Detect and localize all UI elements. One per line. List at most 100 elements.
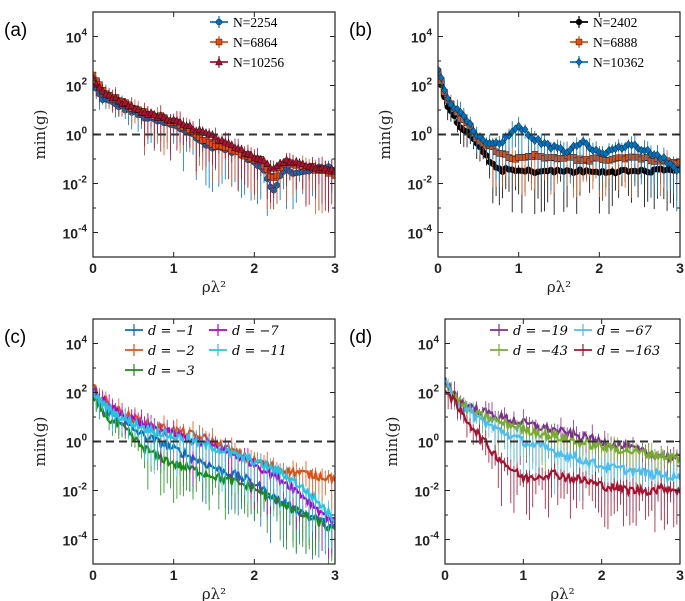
- series-1: [93, 70, 335, 219]
- x-tick-label: 0: [89, 567, 97, 583]
- data-point: [460, 111, 468, 121]
- data-point: [441, 85, 448, 95]
- y-tick-label: 100: [411, 126, 433, 144]
- legend-entry: N=6888: [593, 35, 638, 50]
- data-point: [260, 156, 268, 165]
- data-point: [111, 93, 120, 101]
- legend-entry: d = −43: [513, 344, 568, 359]
- x-tick-label: 1: [170, 260, 178, 276]
- panel-label: (a): [4, 20, 27, 41]
- y-tick-label: 100: [66, 126, 88, 144]
- data-point: [331, 166, 335, 175]
- legend-entry: d = −2: [148, 344, 195, 359]
- data-point: [98, 86, 107, 95]
- data-point: [544, 139, 551, 149]
- series-line: [445, 379, 680, 483]
- legend-entry: N=10362: [593, 55, 644, 70]
- y-tick-label: 102: [411, 77, 433, 95]
- legend: d = −19 d = −67 d = −43 d = −163: [490, 324, 660, 359]
- chart-panel-b: (b)0 1 2 310-410-2100102104ρλ²min(g)N=2402N…: [349, 11, 684, 296]
- data-point: [534, 134, 542, 144]
- data-point: [327, 164, 335, 173]
- data-point: [263, 159, 272, 167]
- y-tick-label: 10-4: [408, 224, 433, 242]
- data-point: [150, 109, 159, 118]
- x-axis-label: ρλ²: [547, 278, 571, 296]
- x-tick-label: 3: [331, 567, 339, 583]
- panel-label: (d): [349, 327, 372, 348]
- y-tick-label: 10-2: [408, 175, 433, 193]
- legend-marker: [215, 38, 223, 46]
- series-2: [438, 65, 680, 212]
- y-axis-label: min(g): [31, 417, 49, 467]
- y-axis-label: min(g): [383, 417, 401, 467]
- legend: N=2402 N=6888 N=10362: [570, 15, 644, 70]
- data-point: [105, 90, 113, 99]
- legend-entry: d = −11: [232, 344, 287, 359]
- panel-label: (c): [4, 327, 26, 348]
- data-layer: [438, 62, 680, 215]
- series-line: [93, 390, 335, 530]
- data-point: [521, 125, 529, 134]
- x-axis-label: ρλ²: [202, 278, 226, 296]
- legend-entry: N=2402: [593, 15, 637, 30]
- y-tick-label: 104: [411, 28, 433, 46]
- data-point: [211, 132, 220, 141]
- series-line: [93, 386, 335, 527]
- legend-entry: N=2254: [233, 15, 278, 30]
- panel-label: (b): [349, 20, 372, 41]
- y-tick-label: 100: [418, 433, 440, 451]
- data-point: [93, 72, 97, 81]
- legend-marker: [215, 57, 223, 66]
- y-tick-label: 104: [418, 335, 440, 353]
- data-point: [185, 121, 194, 129]
- series-line: [93, 388, 335, 523]
- legend-entry: d = −1: [148, 324, 195, 339]
- data-point: [95, 82, 104, 91]
- y-tick-label: 100: [66, 433, 88, 451]
- series-4: [93, 385, 335, 551]
- data-point: [134, 104, 142, 113]
- series-line: [445, 389, 680, 498]
- series-line: [445, 384, 680, 466]
- x-tick-label: 3: [676, 260, 684, 276]
- legend-entry: N=6864: [233, 35, 278, 50]
- chart-panel-d: (d) 0 1 2 3 10-4 10-2 100 102 104 ρλ² min(g) d = −19…: [349, 318, 684, 601]
- x-tick-label: 0: [441, 567, 449, 583]
- x-axis-label: ρλ²: [550, 585, 574, 601]
- data-point: [438, 73, 445, 83]
- data-point: [227, 140, 236, 149]
- x-tick-label: 2: [595, 260, 603, 276]
- x-tick-label: 2: [250, 260, 258, 276]
- legend-entry: d = −3: [148, 364, 195, 379]
- legend-marker: [575, 57, 583, 67]
- data-point: [583, 139, 590, 148]
- x-tick-label: 0: [89, 260, 97, 276]
- data-point: [470, 126, 477, 136]
- series-3: [445, 383, 680, 533]
- series-line: [93, 77, 335, 174]
- data-layer: [93, 70, 335, 219]
- legend-marker: [215, 18, 223, 26]
- legend-entry: d = −19: [513, 324, 568, 339]
- legend-entry: d = −7: [232, 324, 279, 339]
- series-line: [93, 393, 335, 532]
- series-2: [93, 72, 335, 211]
- data-point: [467, 119, 474, 129]
- data-point: [93, 71, 97, 79]
- x-tick-label: 2: [250, 567, 258, 583]
- data-point: [237, 144, 246, 153]
- data-point: [499, 138, 506, 147]
- series-0: [438, 68, 680, 215]
- data-point: [676, 165, 680, 175]
- y-tick-label: 102: [66, 384, 88, 402]
- legend: N=2254 N=6864 N=10256: [210, 15, 284, 70]
- x-tick-label: 1: [515, 260, 523, 276]
- y-tick-label: 104: [66, 335, 88, 353]
- legend: d = −1 d = −7 d = −2 d = −11 d = −3: [125, 324, 287, 379]
- y-tick-label: 10-4: [63, 531, 88, 549]
- x-tick-label: 1: [170, 567, 178, 583]
- y-tick-label: 102: [418, 384, 440, 402]
- series-3: [93, 380, 335, 560]
